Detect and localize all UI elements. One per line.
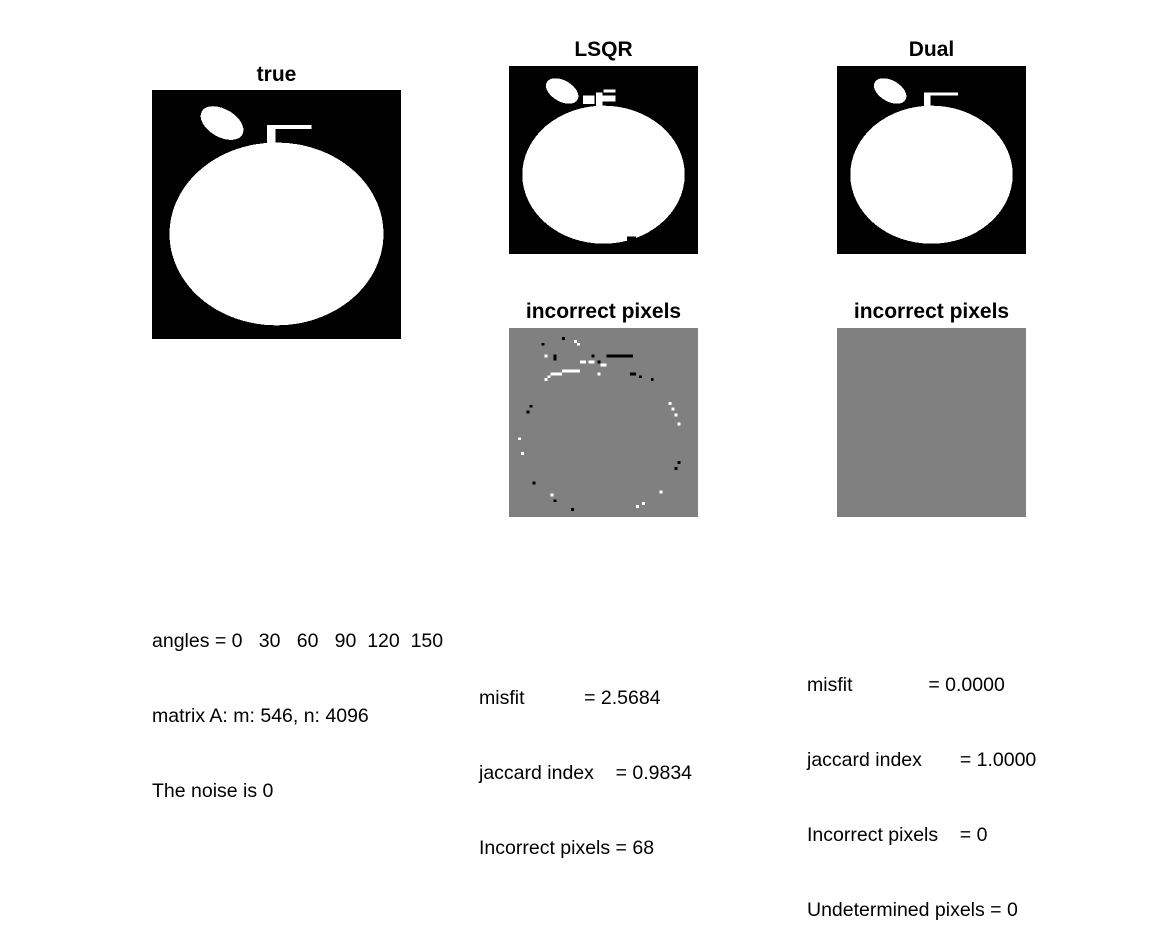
true-image (152, 90, 401, 339)
noise-text: The noise is 0 (152, 780, 274, 802)
dual-incorrect-text: Incorrect pixels = 0 (807, 824, 988, 846)
info-left: angles = 0 30 60 90 120 150 matrix A: m:… (152, 579, 443, 829)
dual-incorrect-image (837, 328, 1026, 517)
lsqr-incorrect-title: incorrect pixels (525, 300, 682, 323)
angles-text: angles = 0 30 60 90 120 150 (152, 630, 444, 652)
matrix-text: matrix A: m: 546, n: 4096 (152, 705, 369, 727)
lsqr-jaccard-text: jaccard index = 0.9834 (479, 762, 693, 784)
lsqr-incorrect-image (509, 328, 698, 517)
dual-jaccard-text: jaccard index = 1.0000 (807, 749, 1037, 771)
lsqr-incorrect-text: Incorrect pixels = 68 (479, 837, 655, 859)
dual-title: Dual (908, 38, 955, 61)
dual-undetermined-text: Undetermined pixels = 0 (807, 899, 1018, 921)
info-lsqr: misfit = 2.5684 jaccard index = 0.9834 I… (479, 636, 692, 886)
true-title: true (256, 63, 297, 86)
lsqr-title: LSQR (574, 38, 633, 61)
lsqr-image (509, 66, 698, 254)
dual-misfit-text: misfit = 0.0000 (807, 674, 1005, 696)
dual-image (837, 66, 1026, 254)
lsqr-misfit-text: misfit = 2.5684 (479, 687, 661, 709)
info-dual: misfit = 0.0000 jaccard index = 1.0000 I… (807, 623, 1036, 948)
dual-incorrect-title: incorrect pixels (853, 300, 1010, 323)
